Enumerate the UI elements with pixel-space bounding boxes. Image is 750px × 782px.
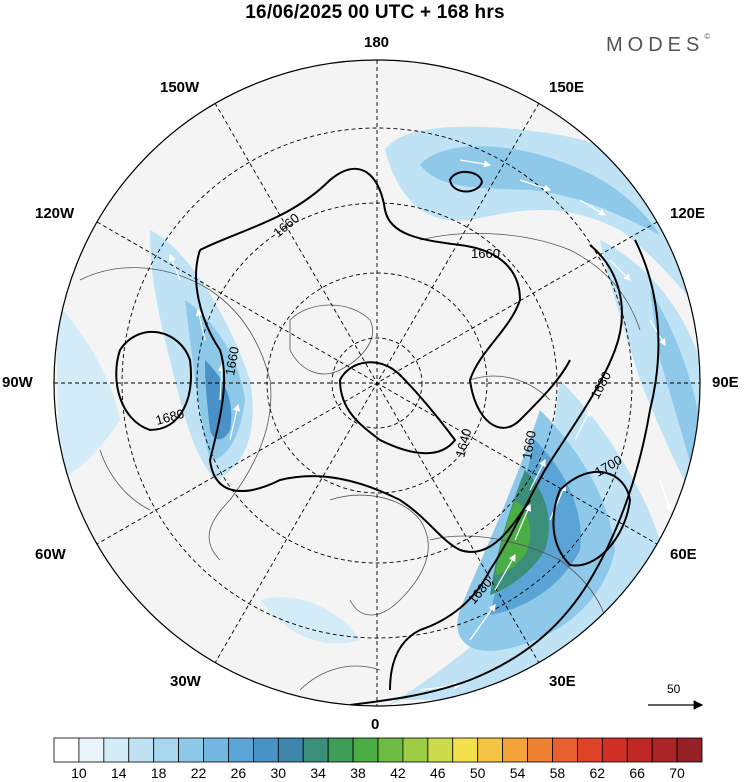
map-title: 16/06/2025 00 UTC + 168 hrs xyxy=(245,2,505,23)
colorbar-swatch xyxy=(302,737,329,763)
colorbar-tick-label: 46 xyxy=(430,765,446,781)
colorbar-tick-label: 38 xyxy=(350,765,366,781)
colorbar-swatch xyxy=(552,737,578,763)
colorbar-swatch xyxy=(352,737,379,763)
colorbar-swatch xyxy=(252,737,279,763)
colorbar-swatch xyxy=(277,737,304,763)
lon-label-90w: 90W xyxy=(2,374,33,391)
lon-label-60e: 60E xyxy=(670,546,697,563)
height-contours xyxy=(115,167,660,706)
colorbar-swatch xyxy=(527,737,553,763)
contour-label: 1660 xyxy=(222,345,242,376)
colorbar-swatch xyxy=(502,737,528,763)
colorbar-tick-label: 70 xyxy=(669,765,685,781)
colorbar-tick-label: 58 xyxy=(549,765,566,781)
wind-reference-label: 50 xyxy=(667,682,681,696)
map-disc xyxy=(54,60,700,706)
contour-label: 1660 xyxy=(471,246,500,261)
lon-label-30e: 30E xyxy=(549,673,576,690)
colorbar-tick-label: 14 xyxy=(111,765,127,781)
colorbar-swatch xyxy=(327,737,354,763)
colorbar-swatch xyxy=(651,737,678,763)
colorbar-swatch xyxy=(128,737,155,763)
lon-label-150w: 150W xyxy=(160,79,200,96)
colorbar-swatch xyxy=(53,737,80,763)
colorbar-tick-label: 62 xyxy=(589,765,606,781)
map-border xyxy=(53,59,701,707)
graticule xyxy=(54,60,700,706)
colorbar-tick-label: 54 xyxy=(509,765,526,781)
colorbar-tick-label: 18 xyxy=(150,765,167,781)
colorbar-swatch xyxy=(452,737,479,763)
contour-label: 1640 xyxy=(452,427,474,459)
lon-label-60w: 60W xyxy=(35,546,66,563)
lon-label-90e: 90E xyxy=(712,374,739,391)
contour-label: 1660 xyxy=(519,429,539,460)
coastlines xyxy=(79,233,641,701)
colorbar-tick-label: 66 xyxy=(629,765,645,781)
colorbar-tick-label: 30 xyxy=(270,765,287,781)
colorbar-swatch xyxy=(203,737,229,763)
colorbar-swatch xyxy=(103,737,130,763)
colorbar-swatch xyxy=(228,737,254,763)
colorbar xyxy=(53,737,703,763)
colorbar-tick-label: 34 xyxy=(310,765,326,781)
contour-label: 1680 xyxy=(154,406,186,428)
lon-label-120e: 120E xyxy=(670,205,706,222)
colorbar-tick-label: 26 xyxy=(230,765,247,781)
lon-label-180: 180 xyxy=(364,34,390,51)
colorbar-swatch xyxy=(178,737,204,763)
colorbar-swatch xyxy=(626,737,653,763)
colorbar-swatch xyxy=(676,737,703,763)
lon-label-150e: 150E xyxy=(549,79,585,96)
colorbar-swatch xyxy=(402,737,429,763)
colorbar-swatch xyxy=(153,737,180,763)
lon-label-0: 0 xyxy=(371,716,380,733)
lon-label-30w: 30W xyxy=(170,673,201,690)
colorbar-tick-label: 42 xyxy=(390,765,406,781)
colorbar-swatch xyxy=(427,737,454,763)
copyright-mark: © xyxy=(704,32,711,41)
colorbar-swatch xyxy=(601,737,628,763)
colorbar-swatch xyxy=(377,737,404,763)
colorbar-swatch xyxy=(78,737,105,763)
brand-name: MODES xyxy=(606,34,705,56)
colorbar-tick-label: 22 xyxy=(190,765,207,781)
colorbar-tick-label: 10 xyxy=(71,765,87,781)
lon-label-120w: 120W xyxy=(35,205,75,222)
brand-logo: MODES© xyxy=(606,32,711,57)
colorbar-tick-label: 50 xyxy=(469,765,486,781)
colorbar-swatch xyxy=(477,737,504,763)
colorbar-swatch xyxy=(576,737,603,763)
